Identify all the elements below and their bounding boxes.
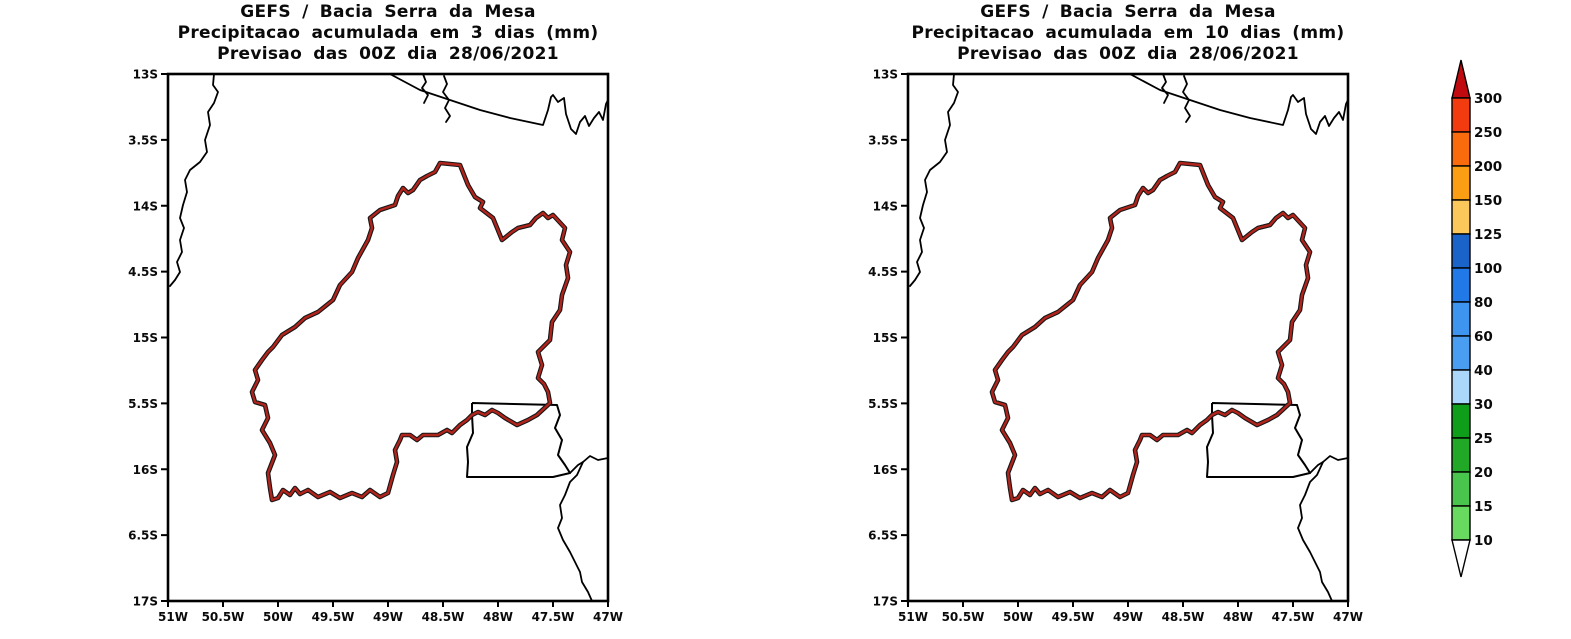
- lat-tick-label: 14.5S: [868, 265, 898, 279]
- map-frame: [906, 72, 1350, 603]
- colorbar-segment: [1451, 233, 1471, 269]
- colorbar-level-label: 150: [1474, 193, 1502, 209]
- basin-outline-casing: [249, 160, 573, 503]
- sub-basin-box: [1206, 402, 1311, 478]
- colorbar-segment: [1451, 471, 1471, 507]
- lat-tick-label: 14.5S: [128, 265, 158, 279]
- lon-tick-label: 48W: [483, 610, 513, 624]
- colorbar-level-label: 20: [1474, 465, 1493, 481]
- lon-tick-label: 48.5W: [422, 610, 465, 624]
- river-branch-east: [569, 455, 609, 474]
- lon-tick-label: 48.5W: [1162, 610, 1205, 624]
- lon-tick-label: 47.5W: [1272, 610, 1315, 624]
- lat-tick-label: 16.5S: [128, 529, 158, 543]
- sub-basin-box: [466, 402, 571, 478]
- lon-tick-label: 47W: [1333, 610, 1363, 624]
- lon-tick-label: 50W: [263, 610, 293, 624]
- lat-tick-label: 14S: [133, 199, 158, 213]
- colorbar-level-label: 80: [1474, 295, 1493, 311]
- colorbar-level-label: 10: [1474, 533, 1493, 549]
- colorbar-segment: [1451, 199, 1471, 235]
- title-line-variable: Precipitacao acumulada em 10 dias (mm): [911, 23, 1345, 43]
- north-stream-2: [442, 75, 451, 123]
- colorbar-segment: [1451, 97, 1471, 133]
- lat-tick-label: 16S: [133, 463, 158, 477]
- map-panel-10day: GEFS / Bacia Serra da Mesa Precipitacao …: [868, 0, 1388, 632]
- title-line-variable: Precipitacao acumulada em 3 dias (mm): [177, 23, 599, 43]
- lat-tick-label: 13.5S: [868, 133, 898, 147]
- river-branch-east: [1309, 455, 1349, 474]
- southeast-river: [557, 461, 593, 602]
- lat-tick-label: 16.5S: [868, 529, 898, 543]
- lat-tick-label: 17S: [133, 595, 158, 609]
- lon-tick-label: 50.5W: [942, 610, 985, 624]
- serra-da-mesa-basin-outline: [990, 161, 1312, 502]
- north-stream-1: [1161, 73, 1169, 104]
- colorbar-level-label: 125: [1474, 227, 1502, 243]
- colorbar-level-label: 200: [1474, 159, 1502, 175]
- lon-tick-label: 49.5W: [1052, 610, 1095, 624]
- northern-boundary: [1129, 73, 1349, 135]
- lat-tick-label: 15S: [873, 331, 898, 345]
- title-line-model: GEFS / Bacia Serra da Mesa: [980, 2, 1276, 22]
- panel-title-3day: GEFS / Bacia Serra da Mesa Precipitacao …: [168, 2, 608, 65]
- colorbar-level-label: 100: [1474, 261, 1502, 277]
- western-river: [169, 73, 219, 287]
- map-panel-3day: GEFS / Bacia Serra da Mesa Precipitacao …: [128, 0, 648, 632]
- lon-tick-label: 51W: [158, 610, 188, 624]
- colorbar-segment: [1451, 437, 1471, 473]
- western-river: [909, 73, 959, 287]
- north-stream-2: [1182, 75, 1191, 123]
- colorbar-arrow-below-min: [1451, 539, 1471, 578]
- precipitation-colorbar: 300 250 200 150 125 100 80 60 40 30 25 20 15 10: [1451, 59, 1502, 578]
- colorbar-level-label: 60: [1474, 329, 1493, 345]
- lat-tick-label: 14S: [873, 199, 898, 213]
- colorbar-segment: [1451, 505, 1471, 541]
- lat-tick-label: 13S: [873, 68, 898, 82]
- lon-tick-label: 47.5W: [532, 610, 575, 624]
- colorbar-level-label: 30: [1474, 397, 1493, 413]
- colorbar-segment: [1451, 335, 1471, 371]
- lat-tick-label: 15.5S: [868, 397, 898, 411]
- colorbar-segment: [1451, 369, 1471, 405]
- northern-boundary: [389, 73, 609, 135]
- southeast-river: [1297, 461, 1333, 602]
- lat-tick-label: 15.5S: [128, 397, 158, 411]
- lon-tick-label: 50W: [1003, 610, 1033, 624]
- lon-tick-label: 49.5W: [312, 610, 355, 624]
- colorbar-level-label: 25: [1474, 431, 1493, 447]
- panel-title-10day: GEFS / Bacia Serra da Mesa Precipitacao …: [908, 2, 1348, 65]
- basin-outline-casing: [989, 160, 1313, 503]
- map-frame: [166, 72, 610, 603]
- lat-tick-label: 17S: [873, 595, 898, 609]
- serra-da-mesa-basin-outline: [250, 161, 572, 502]
- colorbar-segment: [1451, 403, 1471, 439]
- colorbar-arrow-above-max: [1451, 59, 1471, 99]
- colorbar-level-label: 40: [1474, 363, 1493, 379]
- lon-tick-label: 50.5W: [202, 610, 245, 624]
- lon-tick-label: 48W: [1223, 610, 1253, 624]
- colorbar-segment: [1451, 267, 1471, 303]
- colorbar-level-label: 300: [1474, 91, 1502, 107]
- title-line-forecast: Previsao das 00Z dia 28/06/2021: [957, 44, 1299, 64]
- title-line-forecast: Previsao das 00Z dia 28/06/2021: [217, 44, 559, 64]
- colorbar-segment: [1451, 165, 1471, 201]
- colorbar-segment: [1451, 301, 1471, 337]
- lat-tick-label: 13S: [133, 68, 158, 82]
- colorbar-level-label: 15: [1474, 499, 1493, 515]
- lat-tick-label: 15S: [133, 331, 158, 345]
- colorbar-segment: [1451, 131, 1471, 167]
- lon-tick-label: 47W: [593, 610, 623, 624]
- north-stream-1: [421, 73, 429, 104]
- lon-tick-label: 49W: [373, 610, 403, 624]
- title-line-model: GEFS / Bacia Serra da Mesa: [240, 2, 536, 22]
- colorbar-level-label: 250: [1474, 125, 1502, 141]
- lon-tick-label: 51W: [898, 610, 928, 624]
- lat-tick-label: 13.5S: [128, 133, 158, 147]
- lon-tick-label: 49W: [1113, 610, 1143, 624]
- lat-tick-label: 16S: [873, 463, 898, 477]
